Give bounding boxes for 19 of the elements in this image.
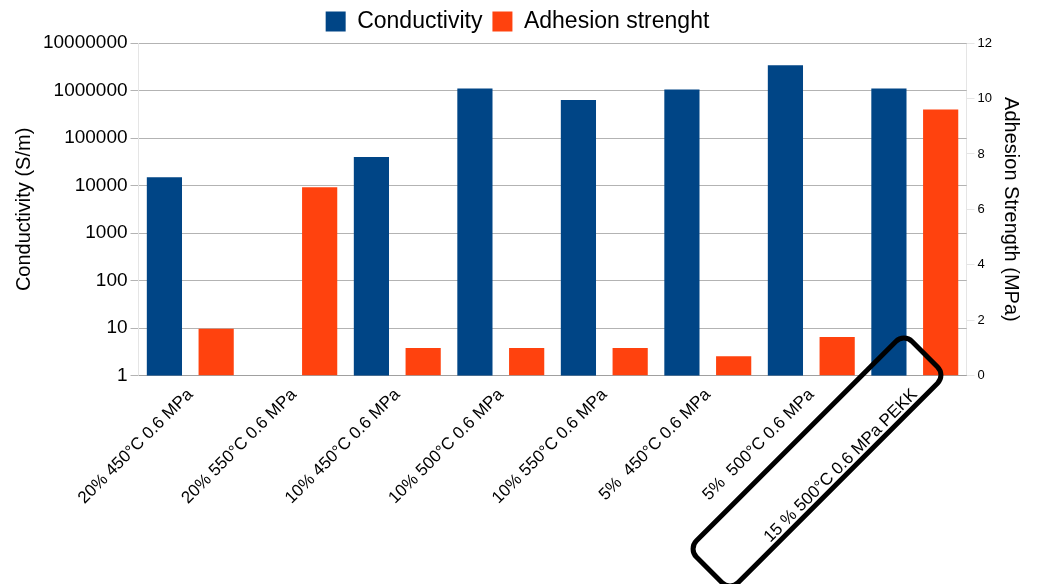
- y-tick-label: 10000: [74, 173, 128, 195]
- y2-tick-label: 6: [977, 200, 985, 216]
- y-tick-label: 10: [106, 316, 128, 338]
- legend-label: Conductivity: [357, 6, 483, 33]
- y2-tick-label: 10: [977, 90, 993, 106]
- y2-tick-label: 2: [977, 311, 985, 327]
- y-tick-label: 1: [116, 364, 128, 386]
- legend-label: Adhesion strenght: [523, 6, 710, 33]
- y-axis-title: Conductivity (S/m): [11, 127, 34, 292]
- y-tick-label: 100: [95, 268, 128, 290]
- y2-tick-label: 12: [977, 34, 993, 50]
- y-tick-label: 100000: [64, 126, 128, 148]
- y2-axis-title: Adhesion Strength (MPa): [1001, 97, 1024, 322]
- y-tick-label: 10000000: [42, 31, 128, 53]
- y2-tick-label: 4: [977, 256, 985, 272]
- y2-tick-label: 0: [977, 367, 985, 383]
- y-tick-label: 1000000: [53, 78, 128, 100]
- y2-tick-label: 8: [977, 145, 985, 161]
- y-tick-label: 1000: [85, 221, 128, 243]
